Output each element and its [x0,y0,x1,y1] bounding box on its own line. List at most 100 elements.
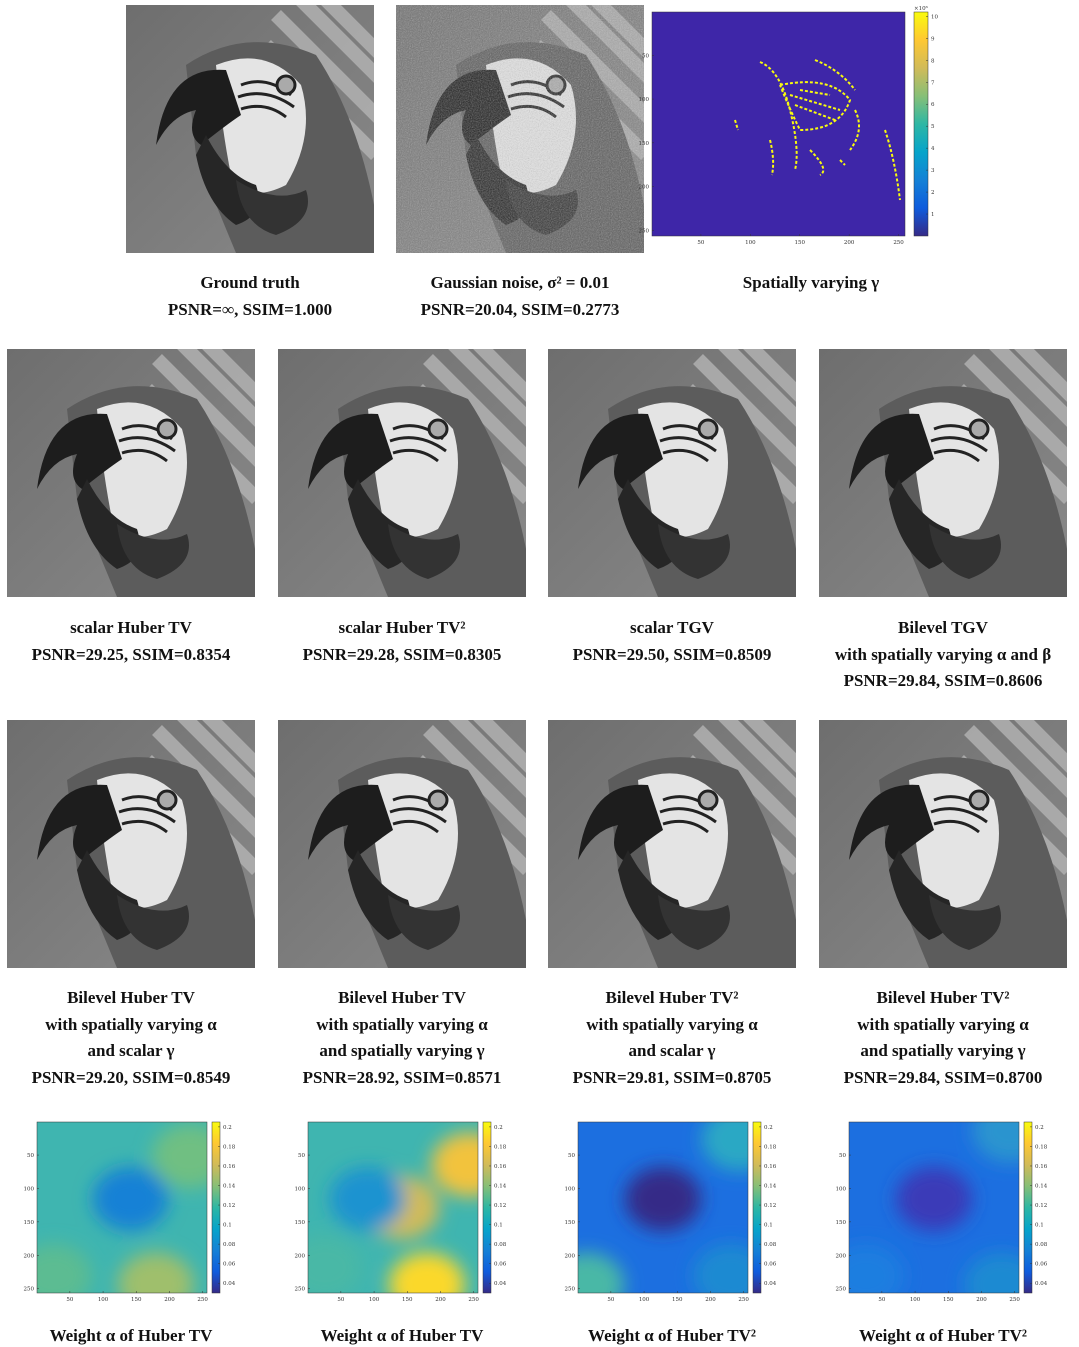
x-tick-label: 50 [607,1297,614,1303]
colorbar-tick-label: 0.08 [223,1242,236,1248]
x-tick-label: 150 [131,1297,142,1303]
x-tick-label: 150 [672,1297,683,1303]
parrot-image [548,339,808,597]
caption-text: Ground truth [200,273,299,292]
parrot-image [278,339,538,597]
colorbar-tick-label: 10 [931,14,938,20]
caption-line: Weight α of Huber TV² [532,1323,812,1347]
x-tick-label: 250 [197,1297,208,1303]
caption-text: PSNR= [844,671,898,690]
colorbar-tick-label: 0.12 [494,1203,506,1209]
colorbar-tick-label: 0.04 [223,1281,236,1287]
colorbar-tick-label: 0.04 [764,1281,777,1287]
colorbar-tick-label: 0.14 [494,1184,507,1190]
map-background [652,12,905,236]
colorbar-tick-label: 0.18 [1035,1144,1048,1150]
caption-text: with spatially varying α [316,1015,487,1034]
y-tick-label: 100 [639,97,650,103]
caption-line: PSNR=20.04, SSIM=0.2773 [380,297,660,324]
caption: Weight α of Huber TV [0,1323,271,1347]
blob [625,1167,701,1231]
colorbar-tick-label: 2 [931,190,935,196]
caption-text: Bilevel TGV [898,618,988,637]
colorbar-tick-label: 1 [931,212,935,218]
colorbar [753,1122,761,1293]
caption-text: , SSIM=0.8606 [936,671,1043,690]
y-tick-label: 150 [24,1220,35,1226]
caption-text: 29.84 [898,1068,936,1087]
y-tick-label: 250 [295,1287,306,1293]
caption-text: and scalar γ [88,1041,175,1060]
weight-map [16,1122,228,1316]
caption: Bilevel Huber TVwith spatially varying α… [0,985,271,1091]
caption-line: scalar TGV [532,615,812,642]
x-tick-label: 250 [1009,1297,1020,1303]
y-tick-label: 150 [639,141,650,147]
weight-map [549,1107,778,1316]
caption-text: Weight α of Huber TV [321,1326,484,1345]
y-tick-label: 50 [839,1153,846,1159]
x-tick-label: 250 [468,1297,479,1303]
caption-line: PSNR=29.81, SSIM=0.8705 [532,1065,812,1092]
colorbar-exponent: ×10⁶ [914,5,929,12]
y-tick-label: 50 [27,1153,34,1159]
x-tick-label: 200 [976,1297,987,1303]
caption-text: with spatially varying α [45,1015,216,1034]
blob [896,1167,972,1231]
caption-text: and spatially varying γ [319,1041,484,1060]
parrot-image [126,0,386,253]
y-tick-label: 50 [568,1153,575,1159]
colorbar-tick-label: 0.12 [1035,1203,1047,1209]
colorbar [483,1122,491,1293]
caption-text: PSNR=29.50, SSIM=0.8509 [573,645,772,664]
colorbar-tick-label: 0.12 [764,1203,776,1209]
result-image [7,710,267,968]
caption-text: Weight α of Huber TV [50,1326,213,1345]
colorbar-tick-label: 0.1 [764,1223,773,1229]
caption-line: Bilevel Huber TV² [532,985,812,1012]
caption-line: PSNR=29.28, SSIM=0.8305 [262,642,542,669]
x-tick-label: 50 [337,1297,344,1303]
caption-text: and scalar γ [629,1041,716,1060]
x-tick-label: 50 [66,1297,73,1303]
caption-line: scalar Huber TV [0,615,271,642]
caption-line: PSNR=∞, SSIM=1.000 [110,297,390,324]
caption-line: and scalar γ [0,1038,271,1065]
caption: Bilevel Huber TV²with spatially varying … [532,985,812,1091]
colorbar-tick-label: 0.14 [1035,1184,1048,1190]
colorbar-tick-label: 0.06 [494,1262,507,1268]
caption: Ground truth PSNR=∞, SSIM=1.000 [110,270,390,323]
map-fill [287,1122,508,1316]
y-tick-label: 50 [298,1153,305,1159]
y-tick-label: 200 [639,185,650,191]
caption-text: PSNR=29.81, SSIM= [573,1068,725,1087]
caption-text: , SSIM=0.8700 [936,1068,1043,1087]
caption-line: scalar Huber TV² [262,615,542,642]
colorbar-tick-label: 0.14 [764,1184,777,1190]
caption-line: Weight α of Huber TV [262,1323,542,1347]
caption-text: PSNR=20.04, SSIM=0.2773 [421,300,620,319]
figure: 505010010015015020020025025012345678910×… [0,0,1079,1347]
result-image [7,339,267,597]
colorbar-tick-label: 0.1 [1035,1223,1044,1229]
y-tick-label: 100 [565,1186,576,1192]
result-image [548,710,808,968]
caption-line: Weight α of Huber TV² [803,1323,1079,1347]
caption-text: Gaussian noise, σ² = 0.01 [431,273,610,292]
caption-line: with spatially varying α [262,1012,542,1039]
x-tick-label: 200 [435,1297,446,1303]
caption-line: PSNR=29.84, SSIM=0.8700 [803,1065,1079,1092]
x-tick-label: 150 [943,1297,954,1303]
caption-text: with spatially varying α [857,1015,1028,1034]
caption-text: PSNR=28.92, SSIM=0.8571 [303,1068,502,1087]
caption: Bilevel TGVwith spatially varying α and … [803,615,1079,695]
y-tick-label: 100 [24,1186,35,1192]
colorbar-tick-label: 0.06 [1035,1262,1048,1268]
y-tick-label: 200 [836,1253,847,1259]
colorbar-tick-label: 0.08 [764,1242,777,1248]
gamma-map [652,12,905,236]
y-tick-label: 150 [565,1220,576,1226]
x-tick-label: 250 [893,240,904,246]
parrot-image [819,339,1079,597]
colorbar-tick-label: 0.16 [1035,1164,1048,1170]
